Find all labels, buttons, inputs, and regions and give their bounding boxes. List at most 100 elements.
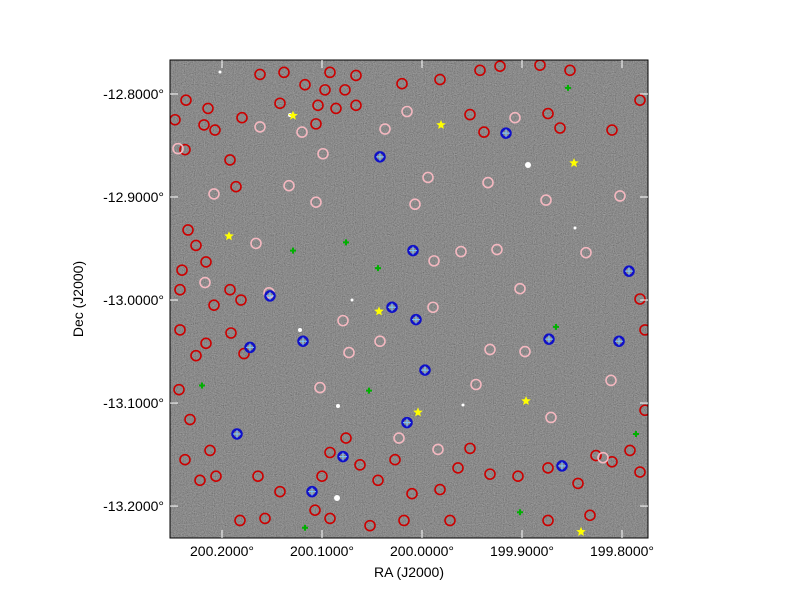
source-circle [624,444,636,457]
source-star [288,110,298,120]
source-circle [372,474,384,487]
source-circle [500,127,512,139]
source-circle [422,171,434,184]
source-circle [409,198,421,211]
source-circle [542,107,554,120]
source-circle [474,64,486,77]
source-cross [266,291,274,300]
source-circle [174,283,186,296]
source-cross [502,129,510,138]
source-circle [259,512,271,525]
source-circle [254,68,266,81]
source-circle [337,314,349,327]
source-circle [170,113,181,126]
source-circle [176,264,188,276]
source-circle [190,239,202,252]
source-circle [310,118,322,130]
source-star [224,231,234,241]
source-marker [500,127,512,139]
source-circle [350,69,362,82]
source-cross [558,461,566,470]
source-circle [623,265,635,277]
source-circle [202,102,214,115]
source-circle [306,485,318,498]
source-circle [514,282,526,295]
x-tick-label: 200.2000° [190,543,254,559]
source-circle [374,151,386,163]
source-circle [634,94,646,106]
source-circle [337,450,349,463]
source-circle [634,466,646,478]
source-cross [299,337,307,346]
source-circle [224,283,236,296]
source-circle [225,327,237,339]
source-cross [403,418,411,427]
source-circle [605,374,617,387]
source-circle [401,416,413,429]
source-circle [419,364,431,376]
source-circle [374,335,386,348]
source-circle [407,244,419,257]
source-cross [290,247,296,254]
source-circle [224,154,236,166]
source-cross [517,509,523,516]
source-circle [234,514,246,527]
source-circle [324,66,336,79]
source-circle [354,459,366,471]
source-circle [590,449,602,462]
source-star [569,158,579,168]
source-circle [244,341,256,354]
source-circle [200,256,212,268]
source-cross [553,323,559,330]
source-circle [319,84,331,96]
source-circle [314,381,326,394]
source-cross [409,246,417,255]
source-circle [540,194,552,206]
source-marker [410,313,422,326]
source-circle [209,124,221,136]
source-marker [306,485,318,498]
source-circle [250,237,262,250]
source-circle [199,276,211,289]
source-cross [233,429,241,438]
source-circle [172,142,184,155]
source-circle [330,102,342,115]
source-circle [564,64,576,77]
source-circle [452,462,464,474]
source-marker [337,450,349,463]
source-cross [545,335,553,344]
source-circle [184,413,196,426]
source-circle [208,188,220,200]
source-cross [246,343,254,352]
y-tick-label: -13.1000° [103,395,164,411]
y-tick-label: -13.0000° [103,292,164,308]
source-marker [244,341,256,354]
source-circle [200,337,212,350]
source-circle [278,66,290,79]
source-circle [545,411,557,424]
source-circle [512,470,524,482]
source-circle [464,442,476,455]
source-circle [236,111,248,124]
source-circle [316,470,328,482]
source-marker [231,428,243,440]
x-axis-label: RA (J2000) [374,564,444,580]
source-marker [401,416,413,429]
source-circle [297,335,309,347]
source-circle [312,99,324,112]
source-circle [324,446,336,459]
source-marker [264,290,276,302]
plot-frame [169,59,649,539]
source-cross [366,387,372,394]
source-cross [308,487,316,496]
source-circle [386,301,398,313]
source-cross [388,303,396,312]
source-circle [343,346,355,359]
source-cross [412,315,420,324]
source-circle [464,108,476,121]
source-star [374,306,384,316]
source-cross [615,337,623,346]
sky-noise [170,60,648,538]
source-circle [406,487,418,500]
